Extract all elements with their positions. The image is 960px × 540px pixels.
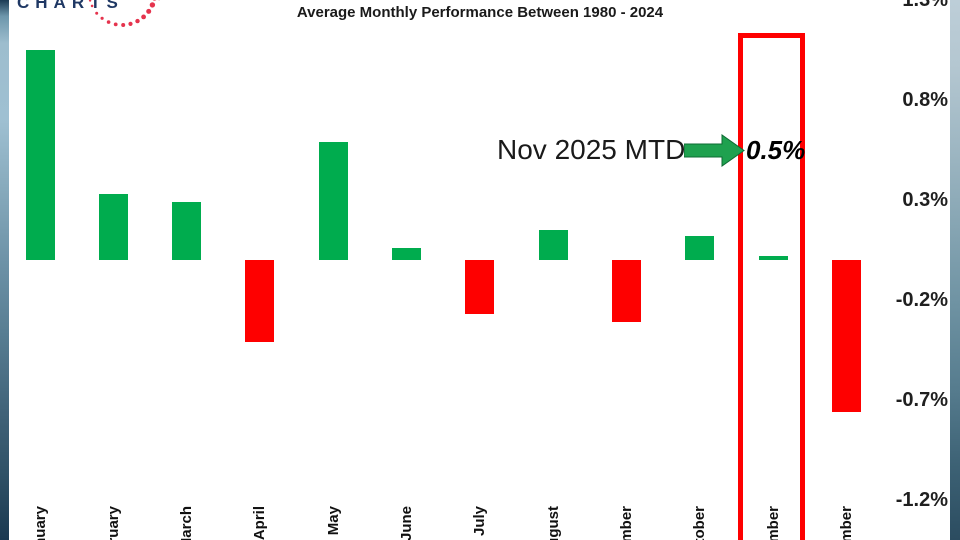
y-axis-label--0.2pct: -0.2% <box>895 289 948 311</box>
bar-april <box>245 260 275 342</box>
bar-february <box>98 194 128 260</box>
y-axis-label-0.8pct: 0.8% <box>902 89 948 111</box>
bar-august <box>538 230 568 260</box>
x-axis-label-february: February <box>104 506 122 540</box>
bar-january <box>25 50 55 260</box>
x-axis-label-march: March <box>178 506 196 540</box>
left-gradient-border <box>0 0 9 540</box>
annotation-arrow-icon <box>684 134 745 167</box>
chart-title: Average Monthly Performance Between 1980… <box>296 4 664 21</box>
bar-may <box>318 142 348 260</box>
y-axis-label-1.3pct: 1.3% <box>902 0 948 11</box>
bar-march <box>172 202 202 260</box>
bar-december <box>831 260 861 412</box>
annotation-value-label: 0.5% <box>746 135 806 165</box>
annotation-text: Nov 2025 MTD <box>497 134 686 165</box>
november-highlight-box <box>738 33 805 540</box>
x-axis-label-april: April <box>251 506 269 540</box>
charts-logo: CHARTS <box>17 0 160 33</box>
x-axis-label-june: June <box>398 506 415 540</box>
y-axis-label-0.3pct: 0.3% <box>902 189 948 211</box>
bar-july <box>465 260 495 314</box>
bar-november <box>758 256 788 260</box>
x-axis-label-september: September <box>618 506 696 540</box>
x-axis-label-january: January <box>31 506 49 540</box>
right-gradient-border <box>950 0 960 540</box>
logo-wordmark: CHARTS <box>17 0 124 12</box>
bar-june <box>392 248 421 260</box>
x-axis-label-may: May <box>324 506 342 536</box>
y-axis-label--1.2pct: -1.2% <box>895 489 948 511</box>
bar-october <box>685 236 715 260</box>
logo-dotted-arc-icon <box>88 0 160 27</box>
y-axis-label--0.7pct: -0.7% <box>895 389 948 411</box>
x-axis-label-august: August <box>544 506 562 540</box>
x-axis-label-july: July <box>471 506 489 537</box>
bar-september <box>611 260 641 322</box>
